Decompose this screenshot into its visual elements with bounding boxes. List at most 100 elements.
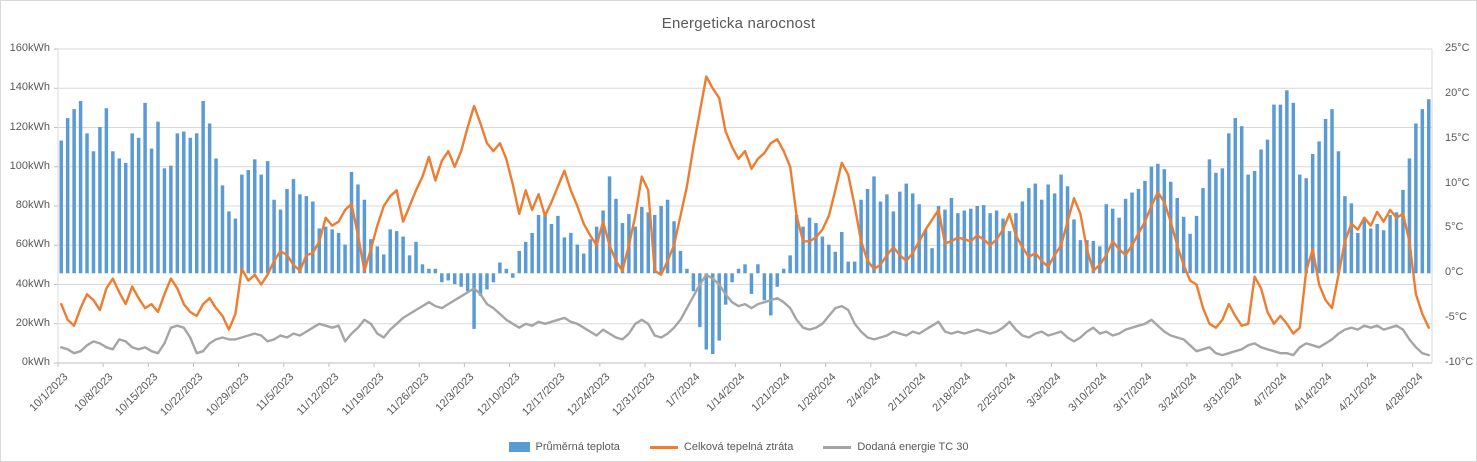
- y-axis-label-right: 20°C: [1445, 86, 1470, 99]
- temperature-bar: [1356, 232, 1360, 274]
- temperature-bar: [652, 214, 657, 274]
- temperature-bar: [1078, 240, 1083, 274]
- temperature-bar: [1278, 104, 1283, 274]
- legend-label-energy: Dodaná energie TC 30: [857, 441, 969, 453]
- temperature-bar: [1014, 213, 1018, 274]
- temperature-bar: [640, 206, 644, 274]
- temperature-bar: [1220, 168, 1225, 274]
- temperature-bar: [246, 170, 251, 274]
- temperature-bar: [1246, 174, 1250, 274]
- temperature-bar: [356, 184, 360, 274]
- y-axis-label-right: 10°C: [1445, 176, 1470, 189]
- temperature-bar: [207, 123, 212, 274]
- temperature-bar: [1162, 169, 1167, 274]
- temperature-bar: [65, 118, 70, 274]
- temperature-bar: [588, 239, 592, 274]
- temperature-bar: [1239, 126, 1244, 274]
- temperature-bar: [762, 273, 767, 301]
- y-axis-label-left: 20kWh: [15, 316, 50, 329]
- line-series: [60, 75, 1431, 335]
- temperature-bar: [949, 197, 954, 274]
- temperature-bar: [685, 268, 689, 274]
- line-swatch-icon: [823, 445, 852, 449]
- y-axis-label-left: 40kWh: [15, 277, 50, 290]
- temperature-bar: [1059, 174, 1063, 274]
- temperature-bar: [1169, 181, 1173, 274]
- temperature-bar: [1149, 166, 1154, 274]
- temperature-bar: [891, 211, 896, 274]
- temperature-bar: [407, 255, 412, 274]
- temperature-bar: [601, 210, 605, 274]
- temperature-bar: [536, 214, 541, 274]
- temperature-bar: [730, 273, 734, 283]
- temperature-bar: [72, 109, 76, 274]
- temperature-bar: [175, 133, 180, 274]
- temperature-bar: [1007, 231, 1012, 274]
- temperature-bar: [1207, 159, 1212, 274]
- temperature-bar: [336, 232, 341, 274]
- temperature-bar: [1123, 198, 1128, 274]
- temperature-bar: [1427, 99, 1431, 274]
- temperature-bar: [936, 206, 941, 274]
- temperature-bar: [1052, 193, 1057, 274]
- temperature-bar: [898, 191, 902, 274]
- legend-label-temperature: Průměrná teplota: [535, 441, 620, 453]
- temperature-bar: [323, 226, 328, 274]
- temperature-bar: [807, 217, 812, 274]
- temperature-bar: [201, 101, 205, 274]
- temperature-bar: [156, 121, 160, 274]
- temperature-bar: [382, 254, 386, 274]
- temperature-bar: [1368, 228, 1373, 274]
- temperature-bar: [298, 194, 302, 274]
- temperature-bar: [446, 273, 451, 281]
- y-axis-label-right: 25°C: [1445, 42, 1470, 54]
- temperature-bar: [788, 255, 792, 274]
- temperature-bar: [814, 223, 818, 274]
- temperature-bar: [581, 253, 586, 274]
- y-axis-label-left: 60kWh: [15, 238, 50, 251]
- temperature-bar: [317, 228, 321, 274]
- temperature-bar: [781, 268, 786, 274]
- temperature-bar: [272, 199, 276, 274]
- temperature-bar: [123, 162, 128, 274]
- temperature-bar: [736, 268, 741, 274]
- temperature-bar: [1362, 217, 1367, 274]
- temperature-bar: [1072, 219, 1076, 274]
- temperature-bar: [240, 174, 244, 274]
- temperature-bar: [1033, 183, 1038, 274]
- temperature-bar: [304, 196, 309, 274]
- temperature-bar: [549, 223, 554, 274]
- y-axis-label-left: 100kWh: [9, 159, 50, 172]
- legend-label-heat-loss: Celková tepelná ztráta: [683, 441, 794, 453]
- temperature-bar: [136, 137, 141, 274]
- temperature-bar: [511, 273, 515, 278]
- temperature-bar: [820, 236, 825, 274]
- temperature-bar: [530, 232, 534, 274]
- temperature-bar: [1156, 163, 1160, 274]
- temperature-bar: [220, 185, 225, 274]
- temperature-bar: [878, 201, 883, 274]
- temperature-bar: [214, 158, 218, 274]
- temperature-bar: [278, 209, 283, 274]
- temperature-bar: [1065, 186, 1070, 274]
- temperature-bar: [1310, 153, 1315, 274]
- temperature-bar: [233, 218, 238, 274]
- temperature-bar: [330, 229, 334, 274]
- temperature-bar: [833, 251, 838, 274]
- temperature-bar: [491, 273, 496, 283]
- temperature-bar: [865, 188, 870, 274]
- temperature-bar: [1001, 218, 1005, 274]
- temperature-bar: [1304, 178, 1308, 274]
- temperature-bar: [1175, 197, 1179, 274]
- temperature-bar: [1091, 240, 1096, 274]
- temperature-bar: [504, 268, 509, 274]
- temperature-bar: [1104, 204, 1108, 274]
- temperature-bar: [691, 273, 696, 292]
- temperature-bar: [1401, 189, 1405, 274]
- temperature-bar: [91, 151, 96, 274]
- bar-swatch-icon: [508, 442, 530, 452]
- temperature-bar: [1349, 203, 1354, 274]
- temperature-bar: [743, 264, 747, 274]
- temperature-bar: [607, 176, 612, 274]
- temperature-bar: [182, 131, 186, 274]
